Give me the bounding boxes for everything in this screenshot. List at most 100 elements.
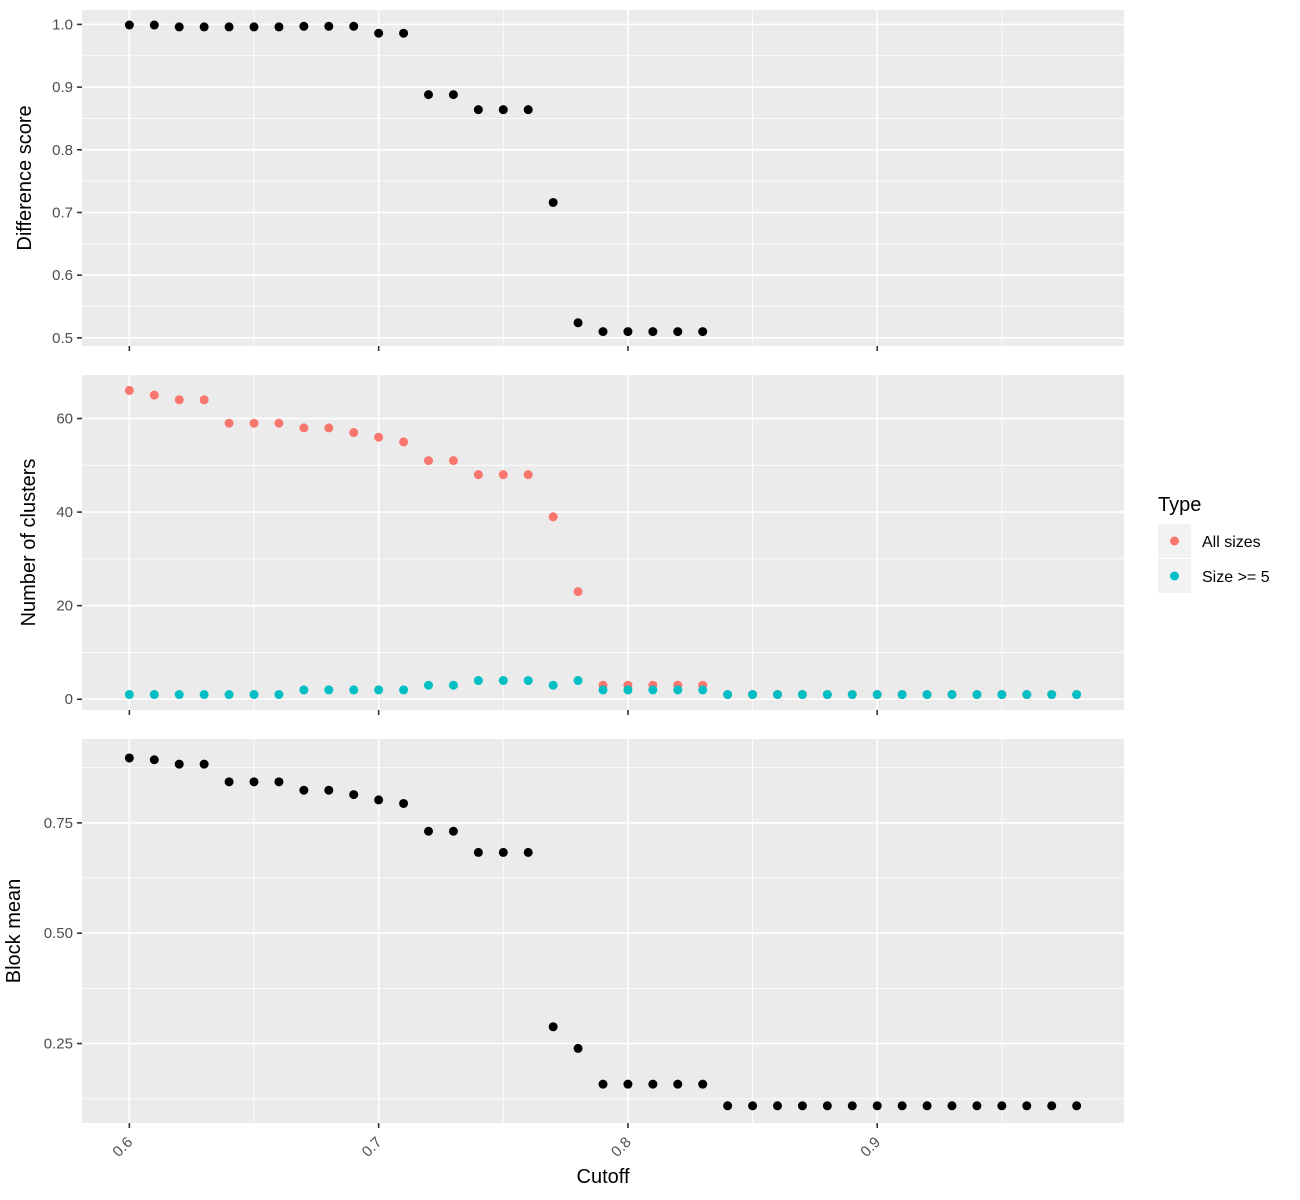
y-tick-label: 0.6 <box>52 267 73 284</box>
data-point <box>349 428 359 438</box>
y-axis-title: Number of clusters <box>18 459 40 627</box>
data-point <box>324 785 334 795</box>
data-point <box>424 90 434 100</box>
data-point <box>922 690 932 700</box>
data-point <box>174 690 184 700</box>
data-point <box>598 1079 608 1089</box>
data-point <box>299 21 309 31</box>
data-point <box>872 1101 882 1111</box>
data-point <box>399 798 409 808</box>
data-point <box>274 418 284 428</box>
data-point <box>623 1079 633 1089</box>
y-tick-label: 0.5 <box>52 330 73 347</box>
panel-background <box>82 739 1124 1123</box>
panels-layer: 0.5 0.6 0.7 0.8 0.9 1.0 Difference score 0 20 40 6… <box>3 10 1124 1161</box>
data-point <box>498 676 508 686</box>
data-point <box>548 680 558 690</box>
data-point <box>124 753 134 763</box>
data-point <box>673 1079 683 1089</box>
data-point <box>448 90 458 100</box>
data-point <box>199 759 209 769</box>
data-point <box>972 1101 982 1111</box>
data-point <box>623 327 633 337</box>
data-point <box>473 847 483 857</box>
data-point <box>473 105 483 115</box>
data-point <box>448 456 458 466</box>
data-point <box>399 28 409 38</box>
data-point <box>498 847 508 857</box>
data-point <box>324 423 334 433</box>
y-tick-label: 0.7 <box>52 204 73 221</box>
legend: Type All sizes Size >= 5 <box>1158 494 1270 593</box>
legend-dot-all-sizes <box>1170 536 1179 546</box>
data-point <box>523 676 533 686</box>
y-tick-label: 1.0 <box>52 16 73 33</box>
data-point <box>947 1101 957 1111</box>
legend-dot-size-5 <box>1170 571 1179 581</box>
data-point <box>149 390 159 400</box>
data-point <box>648 685 658 695</box>
data-point <box>324 685 334 695</box>
data-point <box>399 437 409 447</box>
data-point <box>149 20 159 30</box>
data-point <box>249 777 259 787</box>
data-point <box>448 680 458 690</box>
panel-number-of-clusters: 0 20 40 60 Number of clusters <box>18 375 1124 715</box>
data-point <box>124 385 134 395</box>
data-point <box>374 28 384 38</box>
data-point <box>1072 690 1082 700</box>
data-point <box>224 418 234 428</box>
data-point <box>473 676 483 686</box>
data-point <box>149 755 159 765</box>
data-point <box>1072 1101 1082 1111</box>
data-point <box>698 327 708 337</box>
panel-background <box>82 375 1124 710</box>
data-point <box>424 680 434 690</box>
data-point <box>498 470 508 480</box>
data-point <box>673 685 683 695</box>
data-point <box>124 690 134 700</box>
data-point <box>598 685 608 695</box>
y-tick-label: 0.75 <box>44 815 73 832</box>
data-point <box>772 690 782 700</box>
data-point <box>374 685 384 695</box>
data-point <box>274 777 284 787</box>
x-tick-label: 0.8 <box>608 1134 635 1161</box>
data-point <box>299 423 309 433</box>
data-point <box>997 1101 1007 1111</box>
data-point <box>1047 690 1057 700</box>
series-series <box>124 753 1082 1111</box>
data-point <box>698 685 708 695</box>
data-point <box>947 690 957 700</box>
data-point <box>623 685 633 695</box>
y-tick-label: 0.8 <box>52 142 73 159</box>
series-series <box>124 20 708 337</box>
data-point <box>573 1043 583 1053</box>
data-point <box>872 690 882 700</box>
data-point <box>249 418 259 428</box>
data-point <box>349 685 359 695</box>
data-point <box>448 826 458 836</box>
y-tick-label: 0 <box>65 691 73 708</box>
data-point <box>847 1101 857 1111</box>
data-point <box>673 327 683 337</box>
data-point <box>723 690 733 700</box>
data-point <box>573 676 583 686</box>
data-point <box>523 470 533 480</box>
data-point <box>349 790 359 800</box>
data-point <box>772 1101 782 1111</box>
y-tick-label: 0.50 <box>44 925 73 942</box>
panel-difference-score: 0.5 0.6 0.7 0.8 0.9 1.0 Difference score <box>14 10 1124 351</box>
legend-label-all-sizes: All sizes <box>1202 534 1261 551</box>
data-point <box>847 690 857 700</box>
data-point <box>797 1101 807 1111</box>
y-tick-label: 60 <box>56 411 73 428</box>
data-point <box>997 690 1007 700</box>
data-point <box>548 1022 558 1032</box>
data-point <box>374 432 384 442</box>
data-point <box>299 785 309 795</box>
y-tick-label: 0.9 <box>52 79 73 96</box>
data-point <box>174 395 184 405</box>
data-point <box>573 587 583 597</box>
